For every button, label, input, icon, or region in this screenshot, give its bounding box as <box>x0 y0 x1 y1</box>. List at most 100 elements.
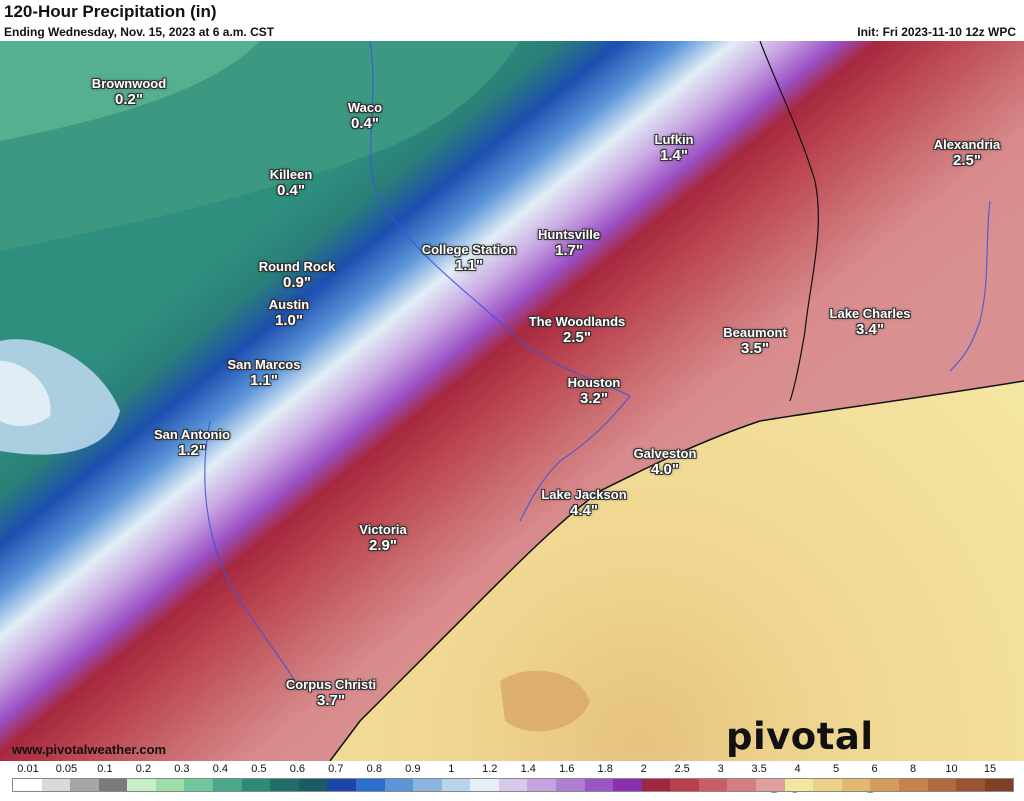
colorbar-swatch <box>898 779 928 791</box>
colorbar-swatch <box>498 779 528 791</box>
city-value: 0.2" <box>115 91 143 108</box>
city-name: The Woodlands <box>528 314 626 329</box>
colorbar-label: 15 <box>983 763 997 775</box>
colorbar-label: 0.8 <box>366 763 382 775</box>
city-value: 1.0" <box>275 312 303 329</box>
colorbar-label: 3 <box>717 763 724 775</box>
colorbar-swatch <box>441 779 471 791</box>
city-label-san-marcos: San Marcos 1.1" <box>228 357 301 389</box>
colorbar-swatch <box>127 779 156 791</box>
colorbar-swatch <box>613 779 642 791</box>
city-label-waco: Waco 0.4" <box>348 100 382 132</box>
city-name: Huntsville <box>537 227 601 242</box>
city-label-galveston: Galveston 4.0" <box>634 446 697 478</box>
colorbar-swatch <box>584 779 614 791</box>
city-name: Beaumont <box>723 325 787 340</box>
city-value: 3.7" <box>317 692 345 709</box>
city-value: 1.2" <box>178 442 206 459</box>
colorbar-label: 1.4 <box>520 763 536 775</box>
city-name: Corpus Christi <box>285 677 377 692</box>
city-name: Round Rock <box>258 259 336 274</box>
city-label-alexandria: Alexandria 2.5" <box>934 137 1000 169</box>
colorbar-swatch <box>155 779 185 791</box>
colorbar-swatch <box>984 779 1014 791</box>
precip-field <box>0 41 1024 761</box>
city-name: Houston <box>567 375 621 390</box>
city-name: Waco <box>347 100 383 115</box>
colorbar-swatch <box>698 779 728 791</box>
colorbar-swatch <box>355 779 385 791</box>
colorbar-label: 0.2 <box>135 763 152 775</box>
colorbar-label: 1.6 <box>559 763 575 775</box>
city-name: Austin <box>268 297 310 312</box>
city-value: 1.1" <box>455 257 483 274</box>
colorbar-swatch <box>784 779 814 791</box>
colorbar-label: 0.05 <box>55 763 78 775</box>
city-label-huntsville: Huntsville 1.7" <box>538 227 600 259</box>
colorbar-label: 0.4 <box>212 763 229 775</box>
city-label-brownwood: Brownwood 0.2" <box>92 76 166 108</box>
city-value: 4.4" <box>570 502 598 519</box>
city-name: Lufkin <box>654 132 694 147</box>
init-time: Init: Fri 2023-11-10 12z WPC <box>857 25 1016 39</box>
colorbar-swatch <box>641 779 671 791</box>
city-value: 3.4" <box>856 321 884 338</box>
colorbar-label: 4 <box>794 763 801 775</box>
colorbar-label: 1 <box>448 763 455 775</box>
city-label-round-rock: Round Rock 0.9" <box>259 259 336 291</box>
colorbar-swatch <box>384 779 414 791</box>
colorbar-label: 6 <box>871 763 878 775</box>
colorbar-label: 3.5 <box>751 763 767 775</box>
colorbar-swatch <box>213 779 242 791</box>
city-label-the-woodlands: The Woodlands 2.5" <box>529 314 626 346</box>
colorbar-swatch <box>841 779 871 791</box>
city-label-lake-jackson: Lake Jackson 4.4" <box>541 487 626 519</box>
map-subtitle: Ending Wednesday, Nov. 15, 2023 at 6 a.m… <box>4 25 275 39</box>
colorbar-swatch <box>13 779 42 791</box>
city-name: San Antonio <box>153 427 231 442</box>
colorbar-label: 5 <box>833 763 840 775</box>
city-value: 2.5" <box>953 152 981 169</box>
colorbar-swatch <box>298 779 328 791</box>
city-name: Alexandria <box>933 137 1001 152</box>
colorbar-swatch <box>670 779 699 791</box>
colorbar-label: 0.1 <box>97 763 113 775</box>
city-name: Lake Charles <box>829 306 911 321</box>
colorbar-swatch <box>527 779 556 791</box>
city-name: Killeen <box>269 167 313 182</box>
city-value: 2.9" <box>369 537 397 554</box>
colorbar-swatch <box>555 779 585 791</box>
city-value: 1.1" <box>250 372 278 389</box>
city-value: 0.4" <box>277 182 305 199</box>
colorbar-swatch <box>270 779 299 791</box>
colorbar-swatch <box>470 779 499 791</box>
colorbar-label: 0.6 <box>289 763 306 775</box>
city-name: San Marcos <box>227 357 301 372</box>
city-label-austin: Austin 1.0" <box>269 297 309 329</box>
city-name: Victoria <box>359 522 407 537</box>
city-label-killeen: Killeen 0.4" <box>270 167 313 199</box>
colorbar-swatch <box>184 779 214 791</box>
colorbar-swatch <box>927 779 957 791</box>
colorbar-swatches <box>12 778 1014 792</box>
colorbar-label: 2 <box>640 763 647 775</box>
city-name: Lake Jackson <box>541 487 627 502</box>
city-value: 0.4" <box>351 115 379 132</box>
precip-colorbar: 0.01 0.05 0.1 0.2 0.3 0.4 0.5 0.6 0.7 0.8 0.9 1 1.2 1… <box>0 761 1024 792</box>
city-value: 4.0" <box>651 461 679 478</box>
city-label-beaumont: Beaumont 3.5" <box>723 325 787 357</box>
header: 120-Hour Precipitation (in) Ending Wedne… <box>0 0 1024 41</box>
city-name: Galveston <box>633 446 697 461</box>
city-name: College Station <box>421 242 517 257</box>
city-value: 2.5" <box>563 329 591 346</box>
city-value: 3.5" <box>741 340 769 357</box>
map-title: 120-Hour Precipitation (in) <box>4 2 217 21</box>
colorbar-label: 0.9 <box>405 763 421 775</box>
city-label-san-antonio: San Antonio 1.2" <box>154 427 230 459</box>
city-label-houston: Houston 3.2" <box>568 375 621 407</box>
city-label-college-station: College Station 1.1" <box>422 242 517 274</box>
city-name: Brownwood <box>91 76 167 91</box>
colorbar-swatch <box>956 779 985 791</box>
city-value: 1.7" <box>555 242 583 259</box>
